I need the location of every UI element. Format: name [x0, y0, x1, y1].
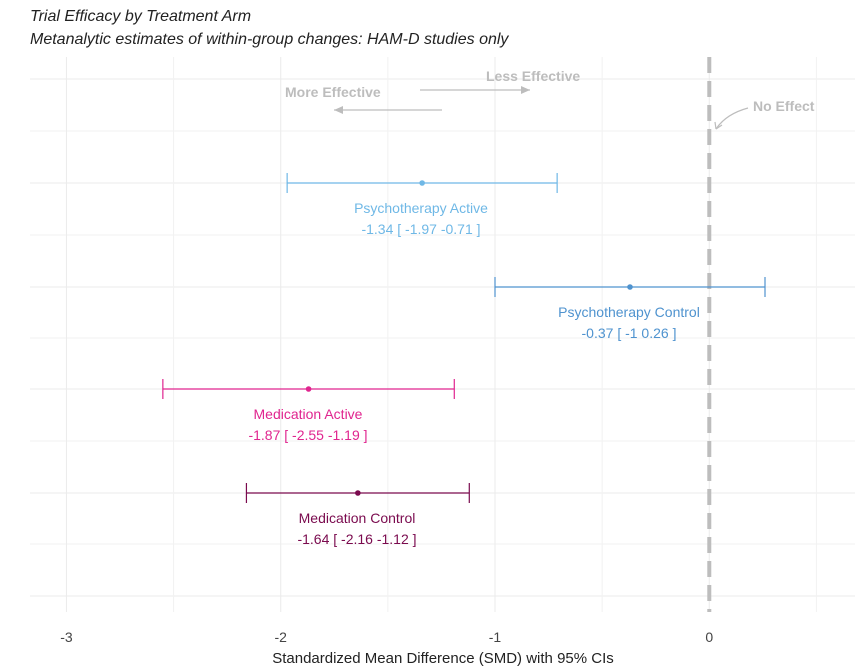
series-ci-label: -1.34 [ -1.97 -0.71 ] — [361, 221, 480, 237]
grid — [30, 57, 855, 612]
series-medication-control: Medication Control -1.64 [ -2.16 -1.12 ] — [245, 483, 470, 547]
point-estimate — [627, 284, 633, 290]
chart-subtitle: Metanalytic estimates of within-group ch… — [30, 31, 509, 48]
no-effect-label: No Effect — [753, 98, 815, 114]
series-ci-label: -1.87 [ -2.55 -1.19 ] — [248, 427, 367, 443]
chart-title: Trial Efficacy by Treatment Arm — [30, 8, 251, 25]
series-psychotherapy-active: Psychotherapy Active -1.34 [ -1.97 -0.71 … — [286, 173, 558, 237]
no-effect-arrow — [715, 107, 749, 130]
x-axis-label: Standardized Mean Difference (SMD) with … — [272, 650, 614, 667]
series-name-label: Medication Control — [299, 510, 416, 526]
x-tick-label: -2 — [274, 629, 287, 645]
point-estimate — [305, 386, 312, 392]
more-effective-arrowhead — [334, 106, 343, 114]
x-tick-label: 0 — [705, 629, 713, 645]
series-name-label: Psychotherapy Control — [558, 304, 700, 320]
series-ci-label: -1.64 [ -2.16 -1.12 ] — [297, 531, 416, 547]
series-ci-label: -0.37 [ -1 0.26 ] — [582, 325, 677, 341]
less-effective-label: Less Effective — [486, 68, 580, 84]
x-tick-label: -3 — [60, 629, 73, 645]
series-name-label: Medication Active — [254, 406, 363, 422]
x-tick-label: -1 — [489, 629, 502, 645]
annotations: No Effect Less Effective More Effective — [285, 57, 815, 612]
less-effective-arrowhead — [521, 86, 530, 94]
series-psychotherapy-control: Psychotherapy Control -0.37 [ -1 0.26 ] — [494, 277, 766, 341]
series-group: Psychotherapy Active -1.34 [ -1.97 -0.71 … — [162, 173, 766, 547]
more-effective-label: More Effective — [285, 84, 381, 100]
point-estimate — [419, 180, 425, 186]
no-effect-arrowhead — [714, 121, 723, 130]
point-estimate — [355, 490, 361, 496]
x-axis-ticks: -3 -2 -1 0 — [60, 629, 713, 645]
series-name-label: Psychotherapy Active — [354, 200, 488, 216]
series-medication-active: Medication Active -1.87 [ -2.55 -1.19 ] — [162, 379, 455, 443]
